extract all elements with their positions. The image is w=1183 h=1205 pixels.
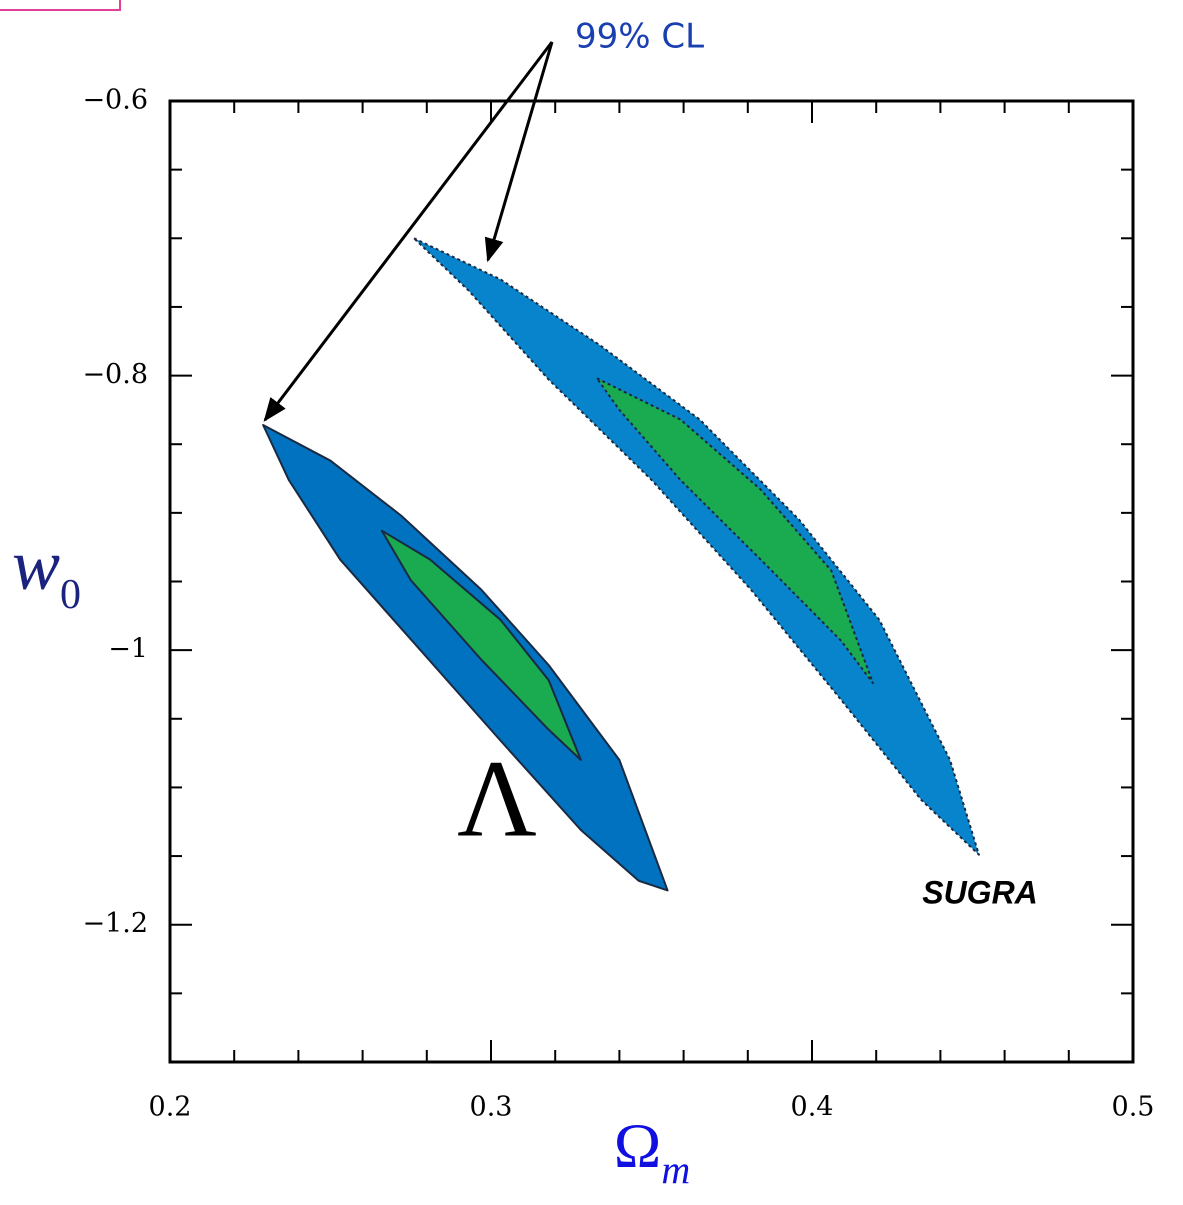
x-tick-label: 0.2	[149, 1092, 192, 1123]
x-label: Ω	[614, 1110, 662, 1181]
y-label-sub: 0	[60, 572, 81, 618]
y-tick-label: −1.2	[82, 908, 148, 939]
annotation: Λ	[457, 737, 537, 859]
contour	[380, 529, 582, 761]
y-label: w	[12, 525, 60, 605]
y-tick-label: −1	[108, 634, 148, 665]
annotation: 99% CL	[575, 17, 704, 57]
x-label-sub: m	[661, 1147, 690, 1192]
x-axis-label: Ωm	[614, 1110, 690, 1193]
contour	[412, 237, 980, 856]
plot-frame	[168, 99, 1135, 1064]
arrow	[263, 41, 554, 422]
cropped-box	[0, 0, 121, 11]
x-tick-label: 0.4	[791, 1092, 834, 1123]
y-tick-label: −0.8	[82, 359, 148, 390]
arrow	[484, 41, 554, 263]
y-tick-label: −0.6	[82, 85, 148, 116]
y-axis-label: w0	[12, 525, 81, 618]
x-tick-label: 0.3	[470, 1092, 513, 1123]
x-tick-label: 0.5	[1112, 1092, 1155, 1123]
contour	[595, 377, 874, 685]
annotation: SUGRA	[922, 874, 1038, 910]
contour	[262, 423, 669, 892]
